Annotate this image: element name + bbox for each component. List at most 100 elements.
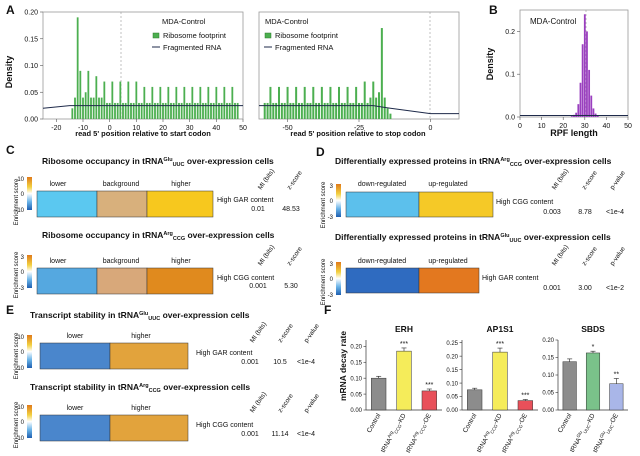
footprint-bar: [358, 102, 360, 119]
footprint-bar: [234, 102, 236, 119]
panel-b-ylabel: Density: [485, 48, 495, 81]
significance-stars: ***: [496, 341, 504, 348]
footprint-bar: [355, 86, 358, 119]
footprint-bar: [95, 76, 98, 119]
footprint-bar: [167, 86, 170, 119]
panel-c-scale-top-2: 3: [21, 255, 25, 261]
footprint-bar: [194, 102, 196, 119]
ytick-label: 0.15: [446, 368, 458, 374]
panel-a-right-xticks: -50 -25 0: [283, 119, 432, 132]
footprint-bar: [226, 102, 228, 119]
decay-chart-ap1s1: AP1S1 0.00 0.05 0.10 0.15 0.20 0.25 Control *** t…: [446, 324, 538, 454]
xtick-label: 20: [159, 125, 167, 132]
category-label: tRNAArgCCG-KD: [474, 411, 504, 454]
footprint-bar: [272, 102, 275, 119]
footprint-bar: [132, 102, 135, 119]
panel-e: Transcript stability in tRNAGluUUC over-…: [14, 310, 321, 448]
panel-e-bar1-mi: 0.001: [241, 359, 259, 366]
panel-c-scale-bot-2: -3: [19, 286, 25, 292]
panel-b-xlabel: RPF length: [550, 128, 598, 138]
panel-d-enrich-label-2: Enrichment score: [321, 258, 327, 305]
panel-e-bar2-label-lower: lower: [67, 405, 84, 412]
panel-e-enrich-label-2: Enrichment score: [14, 401, 20, 448]
footprint-bar: [306, 102, 309, 119]
panel-c: Ribosome occupancy in tRNAGluUUC over-ex…: [14, 156, 304, 298]
panel-d-bar2-z: 3.00: [578, 285, 592, 292]
panel-e-colorscale-2: [27, 405, 32, 438]
panel-e-bar1-seg-lower: [39, 342, 111, 370]
footprint-bar: [130, 102, 132, 119]
xtick-label: -20: [51, 125, 61, 132]
panel-e-bar1-label-higher: higher: [131, 333, 151, 340]
footprint-bar: [106, 102, 108, 119]
panel-e-bar2-seg-lower: [39, 414, 111, 442]
footprint-bar: [300, 102, 303, 119]
decay-bar: [421, 390, 437, 411]
panel-d-bar1-z: 8.78: [578, 209, 592, 216]
panel-e-bar1-p: <1e-4: [297, 359, 315, 366]
footprint-bar: [318, 102, 320, 119]
footprint-bar: [162, 102, 164, 119]
panel-f: mRNA decay rate ERH 0.00 0.05 0.10 0.15 0.20 C…: [338, 324, 628, 454]
footprint-bar: [207, 86, 210, 119]
panel-b-frame: [519, 9, 629, 118]
panel-d-title-2: Differentially expressed proteins in tRN…: [335, 232, 611, 244]
footprint-bar: [289, 102, 292, 119]
footprint-bar: [143, 86, 146, 119]
panel-e-scale-bot-1: -10: [15, 366, 24, 372]
panel-d-col-mi-2: MI (bits): [551, 244, 570, 267]
significance-stars: ***: [425, 382, 433, 389]
footprint-bar: [218, 102, 220, 119]
xtick-label: -10: [78, 125, 88, 132]
ytick-label: 0.0: [505, 115, 515, 122]
footprint-bar: [340, 102, 343, 119]
decay-chart-title: AP1S1: [487, 324, 514, 334]
decay-chart-title: SBDS: [581, 324, 605, 334]
footprint-bar: [79, 70, 82, 119]
footprint-bar: [349, 102, 352, 119]
significance-stars: *: [592, 344, 595, 351]
panel-c-enrich-label-2: Enrichment score: [14, 251, 20, 298]
ytick-label: 0.10: [24, 63, 38, 70]
panel-label-a: A: [6, 3, 15, 17]
panel-d-enrich-label-1: Enrichment score: [321, 181, 327, 228]
panel-a-right-legend-footprint: Ribosome footprint: [275, 31, 339, 40]
decay-bar: [492, 351, 508, 411]
panel-c-bar1-mi: 0.01: [251, 206, 265, 213]
panel-b-title: MDA-Control: [530, 17, 576, 26]
rpf-bar: [570, 116, 573, 117]
panel-d-col-z-2: z-score: [581, 245, 599, 267]
footprint-bar: [283, 102, 286, 119]
ytick-label: 0.15: [350, 360, 362, 366]
panel-d-title-1: Differentially expressed proteins in tRN…: [335, 156, 612, 168]
category-label: Control: [366, 412, 383, 434]
panel-label-b: B: [489, 3, 498, 17]
rpf-bar: [590, 95, 593, 117]
footprint-bar: [386, 108, 389, 119]
xtick-label: 30: [186, 125, 194, 132]
ytick-label: 0.15: [542, 356, 554, 362]
footprint-bar: [223, 86, 226, 119]
panel-e-bar2-seg-higher: [109, 414, 189, 442]
xtick-label: 10: [132, 125, 140, 132]
panel-c-bar2-label-higher: higher: [171, 258, 191, 265]
panel-e-scale-bot-2: -10: [15, 436, 24, 442]
footprint-bar: [82, 97, 84, 119]
category-label: Control: [462, 412, 479, 434]
decay-chart-title: ERH: [395, 324, 413, 334]
footprint-bar: [138, 102, 140, 119]
panel-d-scale-top-1: 3: [330, 184, 334, 190]
footprint-bar: [326, 102, 329, 119]
panel-label-c: C: [6, 143, 15, 157]
footprint-bar: [92, 97, 95, 119]
footprint-bar: [332, 102, 335, 119]
panel-a-left-xticks: -20 -10 0 10 20 30 40 50: [51, 119, 247, 132]
significance-stars: **: [614, 372, 620, 379]
panel-b-bars: [570, 14, 599, 118]
footprint-bar: [199, 86, 202, 119]
panel-e-colorscale-1: [27, 335, 32, 368]
ytick-label: 0.00: [350, 408, 362, 414]
panel-e-title-2: Transcript stability in tRNAArgCCG over-…: [30, 382, 250, 394]
panel-c-bar1-content: High GAR content: [217, 197, 273, 204]
